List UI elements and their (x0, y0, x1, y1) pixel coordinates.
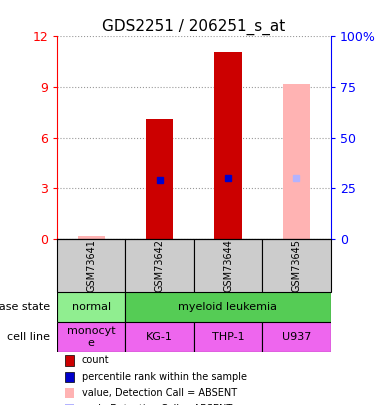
Bar (146, 119, 173, 239)
Bar (194, 239, 262, 292)
Polygon shape (53, 330, 57, 345)
Text: THP-1: THP-1 (212, 332, 244, 342)
Title: GDS2251 / 206251_s_at: GDS2251 / 206251_s_at (102, 19, 285, 35)
Text: percentile rank within the sample: percentile rank within the sample (82, 372, 247, 382)
Bar (125, 239, 194, 292)
Bar (57, 292, 125, 322)
Text: U937: U937 (282, 332, 311, 342)
Polygon shape (53, 299, 57, 314)
Bar (262, 239, 331, 292)
Bar (78, 236, 105, 239)
Text: myeloid leukemia: myeloid leukemia (179, 302, 277, 312)
Text: normal: normal (72, 302, 111, 312)
Text: GSM73641: GSM73641 (86, 239, 96, 292)
Bar (214, 51, 242, 239)
Bar (283, 84, 310, 239)
Text: cell line: cell line (7, 332, 50, 342)
Bar (194, 322, 262, 352)
Bar (57, 239, 125, 292)
Text: value, Detection Call = ABSENT: value, Detection Call = ABSENT (82, 388, 237, 398)
Bar (125, 322, 194, 352)
Text: GSM73644: GSM73644 (223, 239, 233, 292)
Text: monocyt
e: monocyt e (67, 326, 116, 348)
Text: rank, Detection Call = ABSENT: rank, Detection Call = ABSENT (82, 404, 232, 405)
Bar (57, 322, 125, 352)
Bar (262, 322, 331, 352)
Text: disease state: disease state (0, 302, 50, 312)
Text: GSM73642: GSM73642 (155, 239, 165, 292)
Bar (125, 292, 331, 322)
Text: GSM73645: GSM73645 (291, 239, 301, 292)
Text: KG-1: KG-1 (146, 332, 173, 342)
Text: count: count (82, 356, 109, 365)
